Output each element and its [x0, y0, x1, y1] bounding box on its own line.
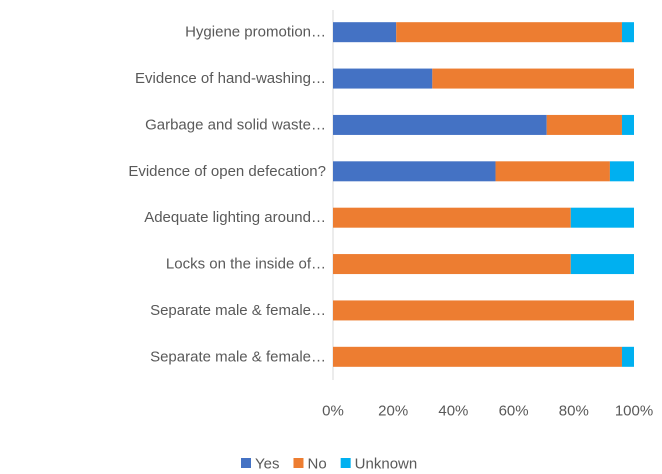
bar-segment — [333, 207, 571, 228]
bar-segment — [621, 346, 634, 367]
bar-segment — [333, 300, 634, 321]
bar-segment — [396, 22, 622, 43]
y-tick-label: Separate male & female… — [150, 348, 326, 365]
x-tick-label: 0% — [322, 403, 344, 420]
bar-segment — [495, 161, 610, 182]
x-tick-label: 20% — [378, 403, 408, 420]
bar-segment — [570, 207, 634, 228]
bar-segment — [333, 22, 397, 43]
bar-segment — [570, 254, 634, 275]
x-tick-label: 80% — [559, 403, 589, 420]
bar-segment — [333, 114, 547, 135]
legend-label: Yes — [255, 456, 279, 473]
bar-segment — [333, 68, 433, 89]
legend-swatch — [293, 458, 304, 468]
y-tick-label: Evidence of open defecation? — [128, 163, 326, 180]
legend-swatch — [241, 458, 251, 468]
y-tick-label: Separate male & female… — [150, 302, 326, 319]
x-tick-label: 40% — [438, 403, 468, 420]
y-tick-label: Hygiene promotion… — [185, 24, 326, 41]
legend-label: No — [307, 456, 326, 473]
x-tick-label: 60% — [499, 403, 529, 420]
legend-label: Unknown — [355, 456, 418, 473]
y-tick-label: Garbage and solid waste… — [145, 116, 326, 133]
x-tick-label: 100% — [615, 403, 653, 420]
bar-segment — [621, 22, 634, 43]
bar-segment — [609, 161, 634, 182]
y-tick-label: Evidence of hand-washing… — [135, 70, 326, 87]
bar-segment — [333, 161, 496, 182]
bar-segment — [333, 254, 571, 275]
y-tick-label: Adequate lighting around… — [144, 209, 326, 226]
bar-segment — [432, 68, 634, 89]
legend-swatch — [340, 458, 351, 468]
bar-segment — [621, 114, 634, 135]
bar-segment — [333, 346, 622, 367]
y-tick-label: Locks on the inside of… — [166, 256, 326, 273]
bar-segment — [546, 114, 622, 135]
